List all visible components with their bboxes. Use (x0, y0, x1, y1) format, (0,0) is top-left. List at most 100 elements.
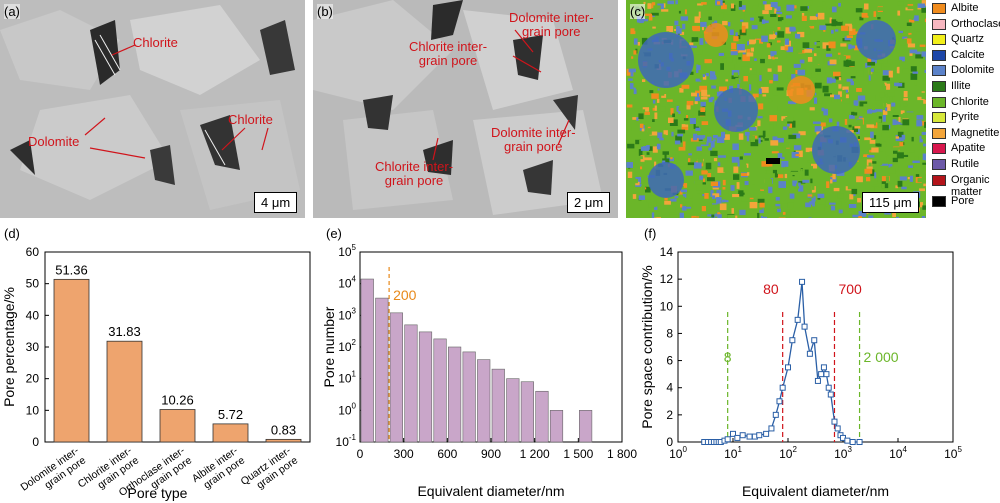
map-grain (778, 215, 784, 218)
map-grain (895, 185, 898, 189)
legend-swatch (932, 49, 946, 61)
map-grain (628, 78, 633, 81)
map-grain (910, 34, 916, 38)
map-grain (657, 91, 665, 96)
y-tick-exp-e: 5 (352, 243, 357, 252)
map-grain (752, 93, 759, 98)
map-grain (657, 132, 663, 139)
map-grain (891, 108, 896, 113)
map-grain (749, 197, 754, 201)
map-grain (684, 9, 687, 15)
map-grain (648, 200, 657, 208)
map-grain (873, 135, 877, 139)
map-grain (835, 29, 839, 32)
map-grain (735, 77, 740, 85)
map-grain (697, 3, 703, 6)
map-grain (901, 186, 907, 190)
map-grain (867, 61, 875, 66)
bar-e (491, 368, 505, 443)
map-grain (832, 173, 836, 180)
map-grain (848, 204, 857, 208)
map-grain (888, 167, 896, 174)
map-grain (793, 63, 801, 68)
map-grain (649, 214, 654, 218)
y-tick-label-d: 30 (26, 340, 40, 354)
data-point-f (856, 439, 863, 445)
map-grain (751, 25, 758, 30)
map-grain (707, 173, 712, 179)
map-grain (901, 134, 906, 140)
legend-label: Pyrite (951, 111, 980, 124)
map-grain (744, 181, 749, 186)
map-grain (742, 54, 750, 62)
map-grain (716, 189, 722, 196)
map-grain (687, 30, 693, 33)
vline-label-f: 80 (763, 281, 779, 297)
map-grain (764, 188, 770, 193)
data-point-f (818, 371, 825, 378)
map-grain (707, 209, 711, 214)
map-grain (663, 3, 666, 8)
map-grain (640, 146, 649, 151)
map-grain (657, 98, 660, 103)
map-grain (831, 29, 834, 34)
map-grain (867, 57, 872, 63)
map-grain (828, 118, 833, 123)
map-grain (923, 99, 926, 104)
map-grain (775, 196, 780, 201)
annotation-chlorite-pore-1: Chlorite inter- grain pore (409, 39, 488, 68)
map-grain (858, 216, 862, 218)
map-grain (910, 73, 918, 80)
map-grain (892, 157, 898, 163)
map-grain (638, 195, 645, 200)
map-grain (830, 94, 835, 98)
map-grain (815, 27, 823, 30)
map-grain (629, 83, 634, 90)
map-grain (821, 107, 825, 112)
bar-e (477, 359, 491, 443)
map-grain (816, 77, 820, 84)
map-grain (801, 15, 807, 21)
map-grain (889, 93, 893, 101)
map-grain (743, 153, 751, 156)
bar-e (404, 324, 418, 443)
map-grain (804, 8, 809, 15)
x-axis-label-f: Equivalent diameter/nm (742, 483, 889, 499)
map-grain (907, 5, 915, 10)
map-grain (704, 66, 707, 71)
map-grain (830, 205, 836, 211)
map-grain (633, 87, 637, 95)
map-grain (817, 98, 823, 105)
map-grain (919, 188, 926, 192)
map-grain (797, 34, 801, 39)
map-grain (828, 173, 831, 178)
map-grain (696, 146, 702, 151)
map-grain (663, 134, 666, 138)
map-grain (762, 138, 767, 145)
map-grain (794, 173, 800, 180)
legend-swatch (932, 81, 946, 92)
map-grain (761, 35, 768, 42)
map-grain (804, 49, 812, 53)
data-point-f (823, 371, 830, 378)
map-grain (809, 26, 815, 29)
map-grain (654, 160, 661, 166)
map-grain (773, 122, 777, 127)
map-grain (856, 119, 863, 126)
y-tick-label-d: 50 (26, 277, 40, 291)
map-grain (776, 174, 784, 179)
map-grain (876, 118, 882, 123)
y-tick-label-e: 103 (338, 306, 356, 322)
map-grain (881, 132, 890, 138)
bar-e (389, 312, 403, 443)
map-grain (898, 117, 902, 122)
data-point-f (831, 418, 838, 425)
map-grain (730, 51, 738, 56)
map-grain (775, 69, 783, 75)
panel-tag-e: (e) (326, 226, 342, 241)
map-grain (898, 78, 901, 85)
map-grain (739, 160, 746, 167)
map-grain (867, 9, 874, 16)
map-grain (864, 168, 873, 174)
map-grain (852, 126, 858, 132)
